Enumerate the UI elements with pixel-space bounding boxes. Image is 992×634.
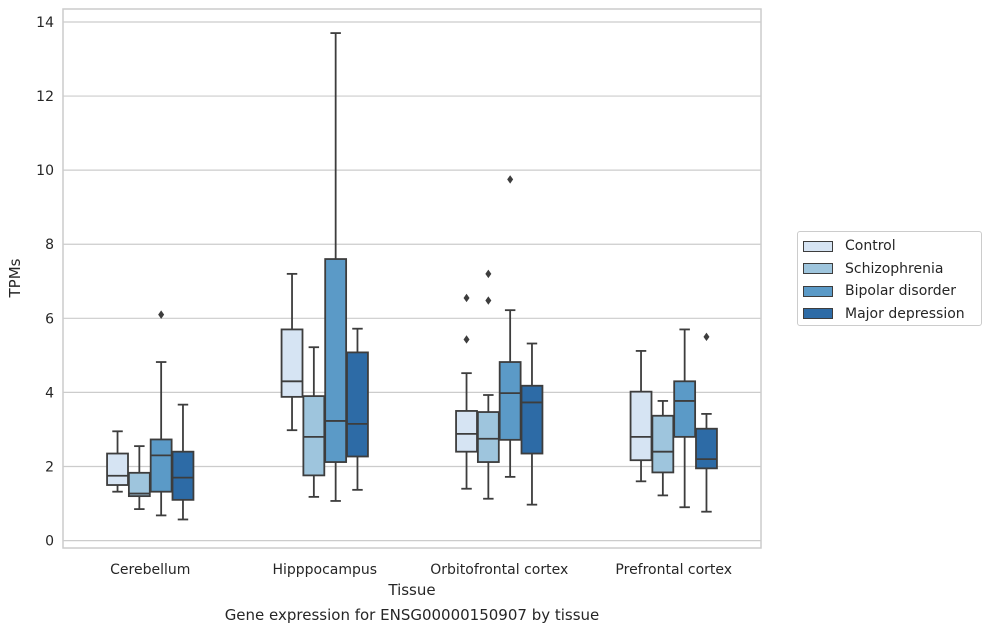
y-tick-label: 14	[36, 15, 54, 31]
box-iqr	[171, 450, 195, 501]
legend-label: Bipolar disorder	[845, 283, 957, 299]
legend-swatch	[803, 285, 833, 297]
outlier-point	[485, 269, 492, 279]
box-iqr	[629, 390, 653, 462]
y-tick-label: 8	[45, 237, 54, 253]
box-control	[280, 272, 304, 432]
legend-item: Bipolar disorder	[803, 280, 956, 302]
legend: Control Schizophrenia Bipolar disorder Majo…	[797, 231, 982, 326]
box-iqr	[695, 427, 718, 470]
plot-frame	[62, 8, 762, 549]
y-tick-label: 2	[45, 460, 54, 476]
box-iqr	[106, 452, 129, 486]
box-iqr	[127, 471, 151, 498]
y-tick-label: 0	[45, 534, 54, 550]
x-tick-label: Orbitofrontal cortex	[430, 562, 568, 578]
x-tick-label: Cerebellum	[110, 562, 190, 578]
box-iqr	[455, 410, 478, 453]
box-bipolar-disorder	[324, 32, 348, 502]
outlier-point	[485, 296, 492, 305]
y-axis-label: TPMs	[6, 258, 24, 298]
y-tick-label: 12	[36, 89, 54, 105]
outlier-point	[158, 310, 165, 319]
outlier-point	[463, 293, 470, 303]
box-iqr	[346, 351, 369, 458]
outlier-point	[507, 175, 514, 184]
box-iqr	[302, 395, 326, 477]
box-major-depression	[520, 342, 544, 506]
box-iqr	[476, 411, 500, 463]
x-axis-ticks: Cerebellum Hipppocampus Orbitofrontal cort…	[110, 562, 732, 578]
x-axis-label: Tissue	[387, 581, 435, 599]
legend-swatch	[803, 240, 833, 252]
box-major-depression	[346, 327, 369, 491]
box-iqr	[498, 361, 522, 441]
box-control	[455, 293, 478, 490]
box-schizophrenia	[651, 400, 675, 497]
outlier-point	[463, 335, 470, 344]
box-major-depression	[171, 403, 195, 521]
legend-swatch	[803, 308, 833, 319]
legend-swatch	[803, 263, 833, 274]
y-tick-label: 4	[45, 385, 54, 401]
box-iqr	[651, 414, 675, 474]
x-tick-label: Hipppocampus	[272, 562, 377, 578]
x-tick-label: Prefrontal cortex	[615, 562, 732, 578]
box-bipolar-disorder	[498, 175, 522, 478]
legend-label: Major depression	[845, 305, 965, 322]
box-control	[106, 430, 129, 493]
box-iqr	[673, 380, 697, 438]
figure-caption: Gene expression for ENSG00000150907 by t…	[224, 606, 600, 624]
box-schizophrenia	[302, 346, 326, 498]
box-schizophrenia	[127, 445, 151, 511]
legend-item: Major depression	[803, 303, 965, 325]
y-tick-label: 6	[45, 311, 54, 327]
box-bipolar-disorder	[149, 310, 173, 517]
box-schizophrenia	[476, 269, 500, 500]
legend-label: Schizophrenia	[845, 260, 944, 277]
legend-item: Control	[803, 235, 896, 257]
legend-label: Control	[845, 238, 896, 254]
box-bipolar-disorder	[673, 328, 697, 509]
legend-item: Schizophrenia	[803, 258, 943, 280]
outlier-point	[703, 332, 710, 342]
y-tick-label: 10	[36, 163, 54, 179]
box-iqr	[280, 328, 304, 398]
box-iqr	[149, 438, 173, 493]
y-axis-ticks: 0 2 4 6 8 10 12 14	[36, 15, 54, 550]
box-control	[629, 350, 653, 483]
box-iqr	[520, 384, 544, 455]
box-iqr	[324, 258, 348, 463]
box-major-depression	[695, 332, 718, 513]
box-plot-series	[106, 32, 718, 521]
